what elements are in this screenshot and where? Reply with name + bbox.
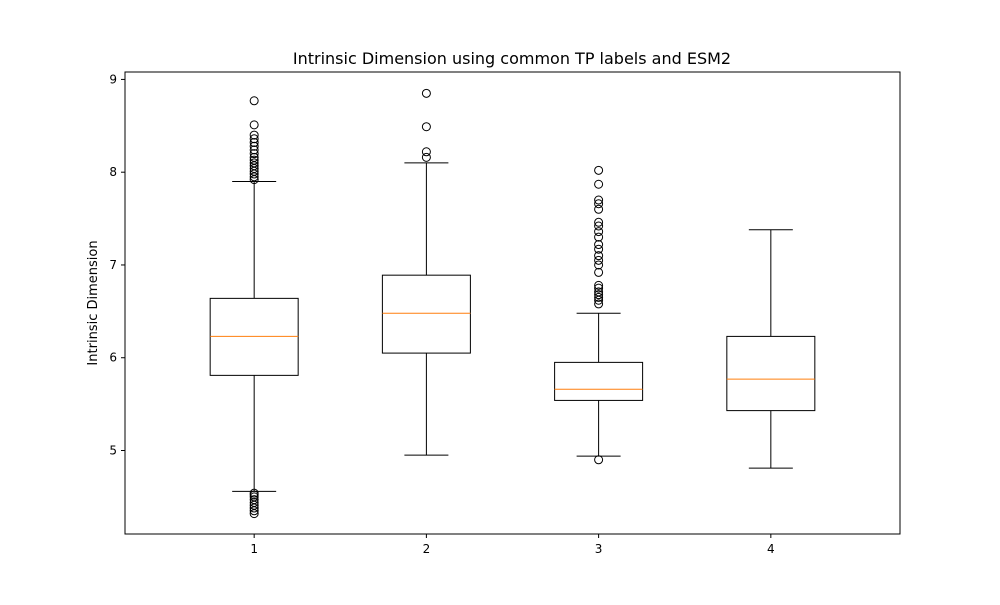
- outlier-point: [594, 240, 604, 250]
- outlier-point: [249, 120, 259, 130]
- outlier-point: [249, 488, 259, 498]
- x-tick-label: 4: [767, 542, 775, 556]
- iqr-box: [381, 274, 471, 354]
- outlier-point: [594, 204, 604, 214]
- outlier-point: [594, 232, 604, 242]
- outlier-point: [594, 255, 604, 265]
- outlier-point: [421, 88, 431, 98]
- outlier-point: [594, 221, 604, 231]
- outlier-point: [249, 141, 259, 151]
- outlier-point: [421, 147, 431, 157]
- x-tick-label: 3: [595, 542, 603, 556]
- y-tick-label: 7: [109, 258, 117, 272]
- iqr-box: [726, 335, 816, 412]
- outlier-point: [594, 299, 604, 309]
- outlier-point: [249, 138, 259, 148]
- x-tick-label: 1: [250, 542, 258, 556]
- outlier-point: [249, 490, 259, 500]
- y-tick-label: 6: [109, 351, 117, 365]
- x-tick-label: 2: [423, 542, 431, 556]
- iqr-box: [554, 361, 644, 401]
- y-tick-label: 8: [109, 165, 117, 179]
- outlier-point: [249, 145, 259, 155]
- outlier-point: [594, 165, 604, 175]
- outlier-point: [594, 267, 604, 277]
- outlier-point: [249, 158, 259, 168]
- outlier-point: [594, 217, 604, 227]
- outlier-point: [594, 195, 604, 205]
- outlier-point: [594, 199, 604, 209]
- outlier-point: [249, 96, 259, 106]
- outlier-point: [594, 179, 604, 189]
- outlier-point: [594, 292, 604, 302]
- y-tick-label: 9: [109, 72, 117, 86]
- outlier-point: [421, 152, 431, 162]
- chart-title: Intrinsic Dimension using common TP labe…: [293, 49, 731, 68]
- outlier-point: [421, 122, 431, 132]
- outlier-point: [594, 251, 604, 261]
- outlier-point: [594, 227, 604, 237]
- outlier-point: [249, 152, 259, 162]
- outlier-point: [594, 260, 604, 270]
- y-axis-label: Intrinsic Dimension: [86, 240, 101, 365]
- outlier-point: [594, 244, 604, 254]
- outlier-point: [594, 280, 604, 290]
- outlier-point: [594, 455, 604, 465]
- outlier-point: [594, 283, 604, 293]
- y-tick-label: 5: [109, 444, 117, 458]
- outlier-point: [249, 134, 259, 144]
- plot-layer: 5 6 7 8 9 1 2 3 4: [109, 72, 816, 556]
- outlier-point: [249, 155, 259, 165]
- outlier-point: [249, 149, 259, 159]
- outlier-point: [594, 287, 604, 297]
- outlier-point: [249, 495, 259, 505]
- outlier-point: [249, 497, 259, 507]
- plot-frame: [124, 71, 901, 535]
- outlier-point: [594, 290, 604, 300]
- outlier-point: [249, 130, 259, 140]
